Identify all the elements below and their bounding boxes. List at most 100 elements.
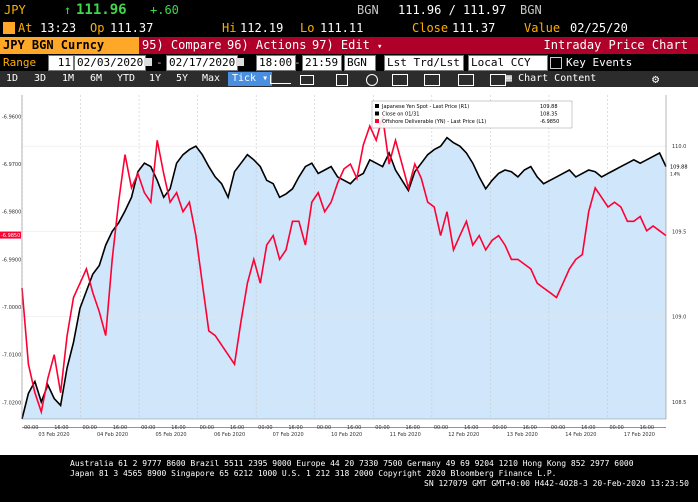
legend-box	[371, 100, 573, 129]
key-events-checkbox[interactable]	[550, 57, 562, 69]
share-icon[interactable]	[458, 74, 474, 86]
legend-entry: Close on 01/31	[382, 112, 419, 118]
left-axis-tick-label: -6.9600	[2, 114, 21, 120]
time-tick-label: 00:00	[24, 425, 38, 431]
save-icon[interactable]	[490, 74, 506, 86]
quote-bar: JPY ↑ 111.96 +.60 BGN 111.96 / 111.97 BG…	[0, 0, 698, 20]
open-value: 111.37	[110, 21, 154, 35]
start-date-input[interactable]: 02/03/2020	[74, 55, 146, 71]
period-ytd[interactable]: YTD	[117, 73, 136, 84]
legend-value: 108.35	[540, 112, 558, 118]
time-tick-label: 16:00	[54, 425, 68, 431]
period-3d[interactable]: 3D	[34, 73, 47, 84]
calendar-icon[interactable]	[144, 58, 152, 66]
chart-content-label: Chart Content	[518, 73, 597, 84]
last-price: 111.96	[76, 2, 127, 18]
left-axis-tick-label: -7.0000	[2, 305, 21, 311]
legend-value: -6.9850	[540, 119, 559, 125]
compare-button[interactable]: 95) Compare	[139, 37, 224, 54]
gear-icon[interactable]: ⚙	[652, 72, 660, 86]
up-arrow-icon: ↑	[64, 3, 72, 17]
field-select[interactable]: Lst Trd/Lst P	[384, 55, 464, 71]
right-axis-tick-label: 108.5	[672, 400, 686, 406]
ticker: JPY	[4, 3, 26, 17]
chart-content-button[interactable]: ▦ Chart Content	[506, 71, 596, 87]
period-1m[interactable]: 1M	[62, 73, 75, 84]
date-tick-label: 12 Feb 2020	[448, 432, 479, 438]
end-time-input[interactable]: 21:59	[302, 55, 342, 71]
window-icon[interactable]	[300, 75, 314, 85]
draw-icon[interactable]	[392, 74, 408, 86]
legend-entry: Offshore Deliverable (YN) - Last Price (…	[382, 119, 486, 125]
range-label: Range	[3, 56, 37, 69]
time-tick-label: 00:00	[317, 425, 331, 431]
left-axis-tick-label: -6.9700	[2, 162, 21, 168]
time-tick-label: 00:00	[492, 425, 506, 431]
bid-ask: 111.96 / 111.97	[398, 3, 507, 17]
chart-type-icon[interactable]	[270, 75, 291, 84]
zoom-icon[interactable]	[366, 74, 378, 86]
actions-button[interactable]: 96) Actions ▾	[224, 37, 319, 54]
low-label: Lo	[300, 21, 315, 35]
date-tick-label: 11 Feb 2020	[390, 432, 421, 438]
source: BGN	[357, 3, 379, 17]
left-axis-tick-label: -6.9800	[2, 210, 21, 216]
left-last-value-label: -6.9850	[1, 233, 20, 239]
date-tick-label: 06 Feb 2020	[214, 432, 245, 438]
chevron-down-icon: ▾	[377, 42, 383, 52]
chart-content-icon: ▦	[506, 73, 513, 84]
left-axis-tick-label: -6.9900	[2, 257, 21, 263]
period-5y[interactable]: 5Y	[176, 73, 189, 84]
security-name[interactable]: JPY BGN Curncy	[0, 37, 139, 54]
period-1d[interactable]: 1D	[6, 73, 19, 84]
period-6m[interactable]: 6M	[90, 73, 103, 84]
key-events-label: Key Events	[566, 56, 633, 69]
footer-contacts: Australia 61 2 9777 8600 Brazil 5511 239…	[70, 459, 634, 468]
open-label: Op	[90, 21, 105, 35]
date-tick-label: 05 Feb 2020	[155, 432, 186, 438]
stats-bar: At 13:23 Op 111.37 Hi 112.19 Lo 111.11 C…	[0, 20, 698, 37]
time-tick-label: 16:00	[523, 425, 537, 431]
right-last-change-label: 1.4%	[670, 172, 680, 177]
time-tick-label: 00:00	[141, 425, 155, 431]
time-tick-label: 16:00	[288, 425, 302, 431]
footer-contacts-2: Japan 81 3 4565 8900 Singapore 65 6212 1…	[70, 469, 557, 478]
yen-spot-line	[21, 136, 667, 420]
left-axis-tick-label: -7.0100	[2, 353, 21, 359]
table-icon[interactable]	[336, 74, 348, 86]
offshore-yuan-line	[21, 116, 667, 416]
source-input[interactable]: BGN	[344, 55, 376, 71]
date-tick-label: 10 Feb 2020	[331, 432, 362, 438]
intraday-chart[interactable]: 00:00 16:00 03 Feb 2020 00:00 16:00 04 Feb 20…	[0, 87, 698, 455]
source-2: BGN	[520, 3, 542, 17]
close-label: Close	[412, 21, 449, 35]
time-tick-label: 00:00	[609, 425, 623, 431]
time-tick-label: 16:00	[171, 425, 185, 431]
legend-swatch	[375, 104, 379, 108]
edit-button[interactable]: 97) Edit ▾	[309, 37, 698, 54]
low-value: 111.11	[320, 21, 364, 35]
start-time-input[interactable]: 18:00	[256, 55, 296, 71]
high-value: 112.19	[240, 21, 284, 35]
calendar-icon[interactable]	[236, 58, 244, 66]
footer: Australia 61 2 9777 8600 Brazil 5511 239…	[0, 455, 698, 502]
time-tick-label: 16:00	[464, 425, 478, 431]
period-1y[interactable]: 1Y	[149, 73, 162, 84]
end-date-input[interactable]: 02/17/2020	[166, 55, 238, 71]
time-tick-label: 16:00	[113, 425, 127, 431]
range-days[interactable]: 11	[48, 55, 74, 71]
date-tick-label: 07 Feb 2020	[273, 432, 304, 438]
period-tick-button[interactable]: Tick ▾	[228, 72, 273, 86]
currency-select[interactable]: Local CCY	[468, 55, 548, 71]
chevron-down-icon: ▾	[262, 73, 269, 84]
right-axis-tick-label: 109.5	[672, 229, 686, 235]
alert-icon[interactable]	[3, 22, 15, 34]
range-dash: -	[156, 56, 163, 69]
annotate-icon[interactable]	[424, 74, 440, 86]
time-tick-label: 16:00	[640, 425, 654, 431]
period-max[interactable]: Max	[202, 73, 221, 84]
value-date-label: Value	[524, 21, 561, 35]
left-axis-tick-label: -7.0200	[2, 400, 21, 406]
toolbar: JPY BGN Curncy 95) Compare 96) Actions ▾…	[0, 37, 698, 54]
